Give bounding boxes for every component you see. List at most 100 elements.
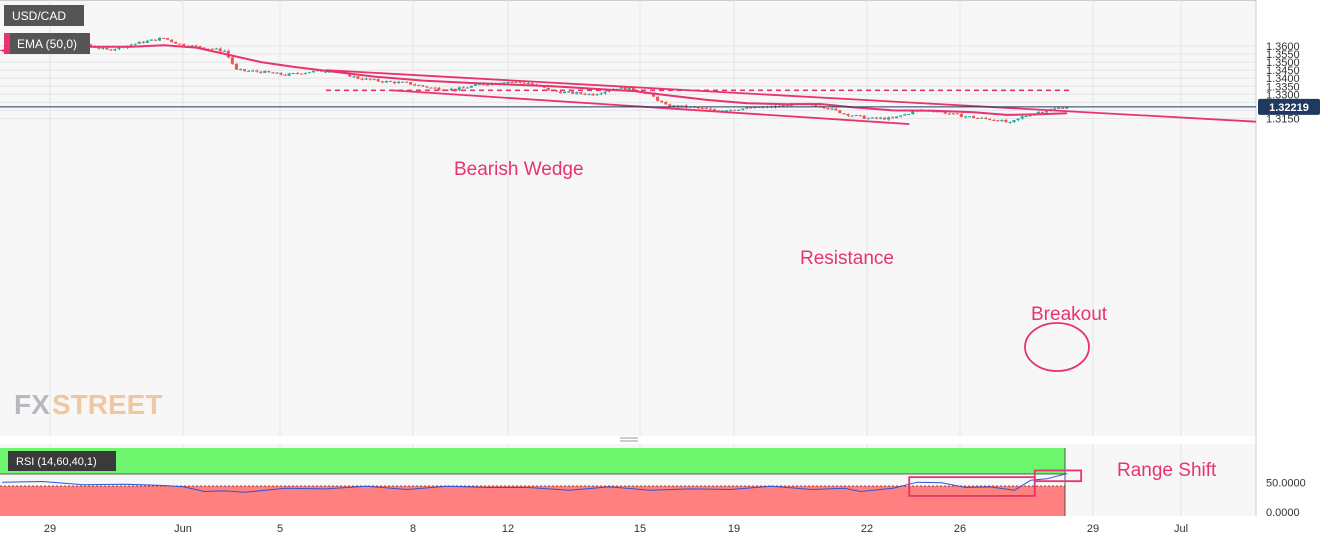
candle — [210, 48, 214, 50]
price-tick-label: 1.3450 — [1266, 65, 1300, 77]
price-tick-label: 1.3150 — [1266, 113, 1300, 125]
candle — [141, 40, 145, 44]
candle-body — [396, 81, 400, 84]
breakout-label: Breakout — [1031, 304, 1108, 325]
candle-body — [858, 115, 862, 117]
candle — [571, 91, 575, 95]
candle-body — [198, 45, 202, 48]
candle — [959, 112, 963, 118]
rsi-highlight-box-2 — [1033, 469, 1083, 483]
candle-body — [680, 105, 684, 108]
candle — [433, 87, 437, 89]
candle-body — [510, 81, 514, 83]
candle — [579, 91, 583, 95]
time-tick-label: Jun — [174, 523, 192, 535]
candle — [886, 116, 890, 121]
candle-body — [101, 47, 105, 49]
candle-body — [129, 44, 133, 46]
candle — [299, 73, 303, 75]
candle-body — [668, 104, 672, 107]
candle-body — [996, 120, 1000, 122]
candle — [951, 113, 955, 115]
candle — [153, 39, 157, 42]
candle-body — [437, 87, 441, 90]
candle — [218, 47, 222, 53]
candle — [259, 71, 263, 74]
candle — [255, 69, 259, 73]
candle-body — [372, 79, 376, 81]
candle — [992, 119, 996, 121]
candle — [963, 116, 967, 119]
candle — [1016, 118, 1020, 122]
price-axis-background — [1256, 0, 1328, 540]
candle-body — [477, 84, 481, 86]
candle-body — [899, 115, 903, 117]
candle-body — [745, 107, 749, 109]
candle-body — [587, 93, 591, 95]
rsi-lower-zone — [0, 486, 1065, 516]
wedge-label: Bearish Wedge — [454, 159, 584, 180]
candle-body — [603, 91, 607, 94]
candle-body — [826, 108, 830, 110]
candle-body — [206, 48, 210, 50]
candle — [174, 41, 178, 44]
main-plot-background — [0, 0, 1256, 436]
candle-body — [400, 81, 404, 83]
candle-body — [105, 47, 109, 50]
candle — [380, 80, 384, 84]
candle — [826, 107, 830, 110]
candle-body — [481, 84, 485, 86]
candle — [133, 43, 137, 46]
candle-body — [279, 72, 283, 75]
rsi-legend-box — [8, 451, 116, 471]
candle — [247, 69, 251, 72]
candle-body — [311, 70, 315, 73]
candle — [421, 84, 425, 87]
candle-body — [417, 85, 421, 87]
panel-resize-handle[interactable] — [620, 437, 638, 442]
candle-body — [1036, 111, 1040, 114]
candle — [724, 110, 728, 112]
ema-legend: EMA (50,0) — [4, 33, 90, 54]
candle-body — [741, 108, 745, 110]
candle — [234, 62, 238, 71]
candle-body — [259, 71, 263, 73]
resistance-label: Resistance — [800, 248, 894, 269]
price-tick-label: 1.3350 — [1266, 81, 1300, 93]
candle — [356, 75, 360, 80]
candle — [178, 43, 182, 45]
candle — [275, 72, 279, 74]
candle — [230, 56, 234, 65]
candle-body — [202, 47, 206, 49]
candle-body — [862, 115, 866, 119]
ema-legend-color — [4, 33, 10, 54]
candle-body — [1057, 107, 1061, 109]
candle-body — [571, 91, 575, 94]
candle-body — [149, 39, 153, 41]
candle — [400, 81, 404, 83]
candle — [708, 107, 712, 110]
candle — [850, 115, 854, 117]
candle-body — [109, 49, 113, 51]
candle — [866, 117, 870, 120]
candle-body — [214, 48, 218, 50]
candle — [546, 87, 550, 91]
candle-body — [988, 118, 992, 120]
candle-body — [364, 78, 368, 80]
candle-body — [238, 69, 242, 71]
symbol-legend-box — [4, 5, 84, 26]
candle — [303, 72, 307, 75]
candle — [1024, 115, 1028, 118]
rsi-line — [1, 473, 1068, 493]
candle-body — [465, 87, 469, 89]
candle-body — [672, 105, 676, 107]
candle-body — [162, 37, 165, 39]
range-shift-label: Range Shift — [1117, 460, 1217, 481]
candle — [279, 72, 283, 76]
time-tick-label: Jul — [1174, 523, 1188, 535]
candle — [972, 115, 975, 119]
candle-body — [599, 93, 603, 95]
candle-body — [992, 119, 996, 121]
candle-body — [174, 41, 178, 44]
candle-body — [303, 72, 307, 74]
